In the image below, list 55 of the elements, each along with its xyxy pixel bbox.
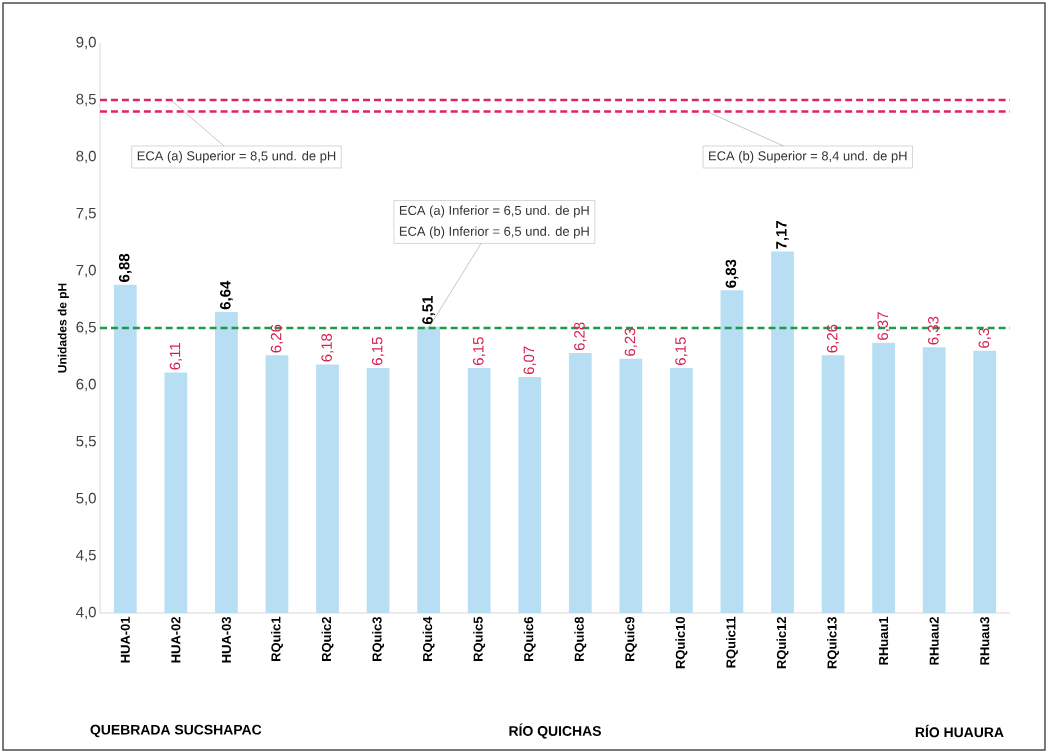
text: QUEBRADA SUCSHAPAC <box>90 724 262 738</box>
x-tick-label: RQuic3 <box>372 616 385 661</box>
x-tick-label: RQuic4 <box>422 616 435 661</box>
x-tick-label: HUA-01 <box>120 616 130 663</box>
y-tick-label: 6,0 <box>76 378 96 392</box>
data-label: 6,37 <box>877 312 890 340</box>
x-tick-label: RQuic2 <box>321 617 334 661</box>
x-tick-label: RQuic5 <box>473 616 486 661</box>
data-label: 6,18 <box>321 333 334 362</box>
data-label: 6,26 <box>270 324 284 353</box>
x-tick-label: RQuic13 <box>827 616 840 669</box>
y-axis-title: Unidades de pH <box>57 283 69 373</box>
y-tick-label: 9,0 <box>76 36 96 50</box>
x-tick-label: RHuau2 <box>929 617 939 665</box>
data-label: 6,15 <box>675 337 688 365</box>
data-label: 7,17 <box>776 220 789 249</box>
data-label: 6,51 <box>422 295 435 325</box>
x-tick-label: HUA-02 <box>171 617 181 663</box>
x-tick-label: HUA-03 <box>221 616 231 663</box>
x-tick-label: RQuic9 <box>624 616 637 661</box>
x-tick-label: RQuic8 <box>574 616 587 661</box>
ref-line-label: ECA (a) Superior = 8,5 und. de pH <box>137 150 336 164</box>
data-label: 6,33 <box>928 316 941 345</box>
x-tick-label: RQuic1 <box>270 616 283 661</box>
x-tick-label: RQuic6 <box>523 616 536 661</box>
x-tick-label: RQuic10 <box>675 617 688 669</box>
data-label: 6,23 <box>624 328 638 356</box>
x-tick-label: RQuic12 <box>776 617 789 669</box>
y-tick-label: 5,0 <box>76 492 96 506</box>
data-label: 6,11 <box>169 343 183 370</box>
data-label: 6,88 <box>118 253 132 282</box>
data-label: 6,15 <box>473 337 486 365</box>
y-tick-label: 7,0 <box>76 264 96 278</box>
ref-line-label: ECA (b) Superior = 8,4 und. de pH <box>709 150 907 164</box>
data-label: 6,64 <box>220 280 233 310</box>
data-label: 6,15 <box>371 337 385 365</box>
data-label: 6,3 <box>978 328 991 348</box>
y-tick-label: 4,5 <box>76 549 96 563</box>
data-label: 6,28 <box>574 322 587 351</box>
y-tick-label: 7,5 <box>76 207 96 221</box>
x-tick-label: RQuic11 <box>725 616 738 668</box>
y-tick-label: 5,5 <box>76 435 96 449</box>
ref-line-label: ECA (a) Inferior = 6,5 und. de pH <box>399 205 589 218</box>
y-tick-label: 8,0 <box>76 150 96 164</box>
data-label: 6,83 <box>725 259 739 288</box>
text: RÍO HUAURA <box>915 724 1004 738</box>
x-tick-label: RHuau3 <box>980 616 990 665</box>
x-tick-label: RHuau1 <box>879 616 889 665</box>
y-tick-label: 6,5 <box>76 321 96 335</box>
y-tick-label: 4,0 <box>76 606 96 620</box>
y-tick-label: 8,5 <box>76 93 96 107</box>
data-label: 6,26 <box>826 324 840 353</box>
text: RÍO QUICHAS <box>509 723 601 739</box>
annotation: ECA (b) Inferior = 6,5 und. de pH <box>399 226 589 239</box>
data-label: 6,07 <box>523 346 536 375</box>
